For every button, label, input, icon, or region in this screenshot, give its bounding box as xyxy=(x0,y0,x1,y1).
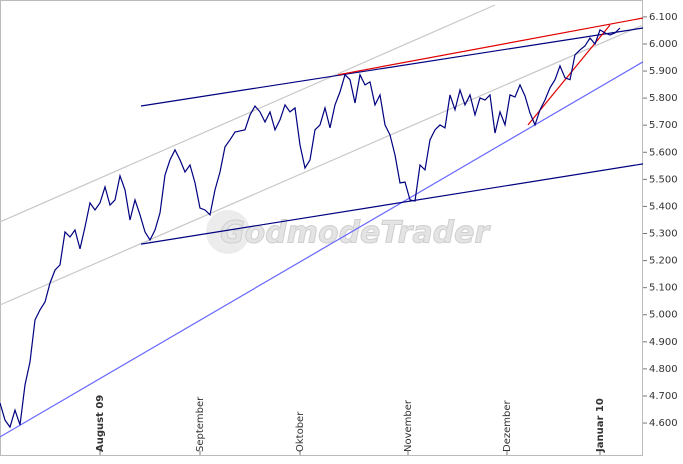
trend-line xyxy=(0,4,496,223)
y-tick-label: 4.900 xyxy=(649,337,678,348)
trend-line xyxy=(0,61,644,438)
y-tick-label: 4.800 xyxy=(649,364,678,375)
y-tick-label: 6.000 xyxy=(649,39,678,50)
y-tick-label: 5.700 xyxy=(649,120,678,131)
watermark-logo xyxy=(206,210,250,254)
y-tick-label: 5.500 xyxy=(649,174,678,185)
trend-line xyxy=(0,24,644,306)
y-tick-label: 5.300 xyxy=(649,229,678,240)
x-tick-label: September xyxy=(195,396,206,452)
x-tick-label: August 09 xyxy=(95,395,106,452)
y-tick-label: 5.400 xyxy=(649,201,678,212)
x-tick-label: Oktober xyxy=(295,411,306,452)
y-tick-label: 5.200 xyxy=(649,256,678,267)
plot-frame xyxy=(0,0,643,456)
y-tick-label: 6.100 xyxy=(649,12,678,23)
trend-line xyxy=(337,17,644,76)
watermark: GodmodeTrader xyxy=(220,216,491,251)
y-tick-label: 5.100 xyxy=(649,283,678,294)
y-tick-label: 5.000 xyxy=(649,310,678,321)
price-line xyxy=(0,27,621,429)
y-tick-label: 5.900 xyxy=(649,66,678,77)
y-tick-label: 5.800 xyxy=(649,93,678,104)
y-tick-label: 4.700 xyxy=(649,391,678,402)
x-tick-label: November xyxy=(403,399,414,452)
x-tick-label: Dezember xyxy=(502,400,513,452)
trend-line xyxy=(140,27,644,107)
x-tick-label: Januar 10 xyxy=(595,398,606,453)
y-tick-label: 5.600 xyxy=(649,147,678,158)
trend-line xyxy=(140,163,644,245)
y-tick-label: 4.600 xyxy=(649,418,678,429)
